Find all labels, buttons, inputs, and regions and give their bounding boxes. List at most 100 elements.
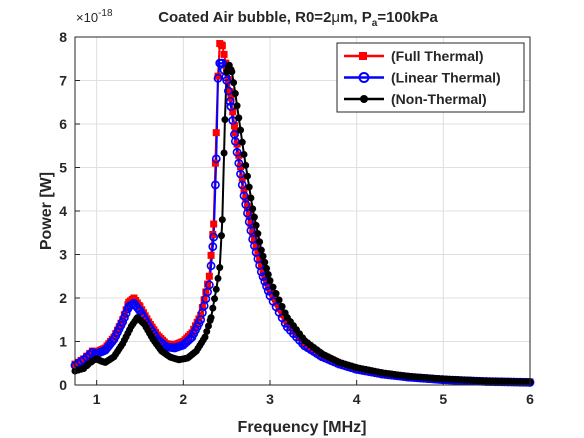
data-point [204, 322, 212, 330]
x-tick-label: 3 [266, 391, 274, 407]
y-tick-label: 6 [59, 116, 67, 132]
data-point [259, 252, 267, 260]
data-point [230, 79, 238, 87]
x-tick-label: 6 [526, 391, 534, 407]
data-point [238, 138, 246, 146]
data-point [206, 261, 216, 271]
data-point [218, 42, 226, 50]
y-axis-label: Power [W] [38, 172, 55, 250]
chart-title: Coated Air bubble, R0=2μm, Pa=100kPa [158, 9, 438, 29]
data-point [211, 159, 219, 167]
data-point [212, 285, 220, 293]
data-point [241, 200, 251, 209]
data-point [207, 251, 215, 259]
y-tick-label: 4 [59, 203, 67, 219]
y-tick-label: 3 [59, 247, 67, 263]
data-point [252, 221, 260, 229]
legend-label: (Linear Thermal) [391, 70, 501, 86]
data-point [233, 102, 241, 110]
data-point [212, 129, 220, 137]
y-tick-label: 5 [59, 160, 67, 176]
data-point [201, 333, 209, 341]
data-point [223, 86, 233, 96]
data-point [239, 191, 249, 201]
data-point [269, 283, 277, 291]
x-tick-label: 4 [353, 391, 361, 407]
data-point [244, 217, 254, 227]
data-point [198, 304, 206, 312]
data-point [275, 296, 283, 304]
data-point [257, 246, 265, 254]
data-point [221, 116, 229, 124]
data-point [243, 172, 251, 180]
data-point [228, 116, 238, 125]
y-tick-label: 0 [59, 377, 67, 393]
data-point [249, 205, 257, 213]
y-exponent: ×10-18 [76, 8, 113, 25]
data-point [245, 183, 253, 191]
data-point [247, 194, 255, 202]
data-point [211, 295, 219, 303]
data-point [261, 258, 269, 266]
data-point [217, 232, 225, 240]
data-point [209, 232, 219, 242]
data-point [218, 216, 226, 224]
data-point [264, 271, 272, 279]
y-tick-label: 1 [59, 334, 67, 350]
data-point [220, 149, 228, 157]
y-tick-label: 2 [59, 290, 67, 306]
data-point [237, 180, 247, 190]
data-point [234, 158, 244, 168]
x-axis-label: Frequency [MHz] [238, 419, 367, 436]
data-point [232, 147, 242, 157]
data-point [228, 68, 236, 76]
data-point [246, 226, 256, 235]
data-point [240, 150, 248, 158]
data-point [235, 114, 243, 122]
legend-label: (Full Thermal) [391, 48, 484, 64]
data-point [211, 154, 221, 164]
data-point [236, 169, 245, 179]
data-point [230, 122, 238, 130]
data-point [242, 161, 250, 169]
axis-ticks: 1 2 3 4 5 6 0 1 2 3 4 5 6 7 8 [59, 29, 534, 407]
data-point [256, 267, 266, 277]
data-point [263, 264, 271, 272]
data-point [208, 242, 218, 252]
legend-marker [358, 72, 370, 83]
data-point [204, 280, 214, 290]
legend-items: (Full Thermal) (Linear Thermal) (Non-Therm… [344, 48, 501, 107]
data-point [231, 90, 239, 98]
data-point [214, 274, 222, 282]
data-point [229, 108, 237, 116]
data-point [118, 317, 128, 327]
data-point [237, 126, 245, 134]
data-point [203, 328, 211, 336]
data-point [222, 76, 232, 85]
data-point [254, 230, 262, 238]
data-point [209, 304, 217, 312]
data-point [210, 220, 218, 228]
y-tick-label: 7 [59, 73, 67, 89]
series-markers [70, 40, 535, 387]
y-tick-label: 8 [59, 29, 67, 45]
legend-label: (Non-Thermal) [391, 91, 487, 107]
data-point [263, 286, 273, 296]
data-point [278, 302, 286, 310]
data-point [220, 50, 228, 58]
legend-marker [360, 95, 368, 103]
data-point [256, 238, 264, 246]
data-point [272, 290, 280, 298]
data-point [210, 180, 220, 190]
data-point [250, 213, 258, 221]
data-point [243, 208, 252, 218]
data-point [207, 314, 215, 322]
plot-frame [74, 36, 531, 386]
data-point [266, 277, 274, 285]
legend: (Full Thermal) (Linear Thermal) (Non-Therm… [336, 42, 525, 113]
data-point [216, 264, 224, 272]
data-point [205, 272, 213, 280]
x-tick-label: 5 [439, 391, 447, 407]
data-point [225, 96, 235, 106]
